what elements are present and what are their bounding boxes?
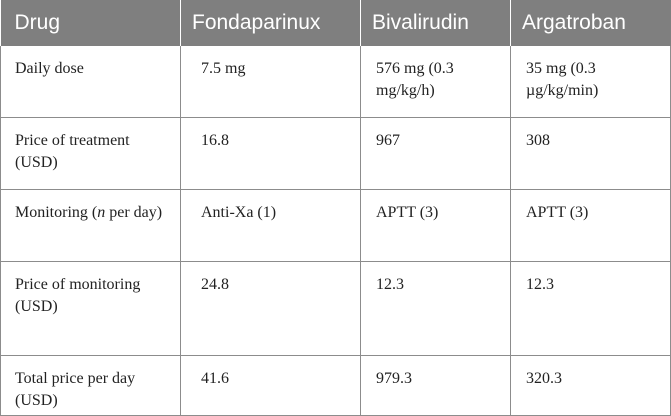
table-cell: 7.5 mg — [180, 46, 361, 118]
table-cell: 16.8 — [180, 117, 361, 190]
table-header: Drug Fondaparinux Bivalirudin Argatroban — [0, 0, 671, 46]
table-body: Daily dose 7.5 mg 576 mg (0.3 mg/kg/h) 3… — [0, 46, 671, 416]
table-cell: 41.6 — [180, 355, 361, 416]
table-cell: 979.3 — [360, 355, 511, 416]
table-cell: APTT (3) — [360, 189, 511, 262]
table-row: Price of treatment (USD) 16.8 967 308 — [0, 117, 671, 190]
table-cell: 24.8 — [180, 261, 361, 356]
table-cell: 308 — [510, 117, 671, 190]
table-row: Total price per day (USD) 41.6 979.3 320… — [0, 355, 671, 416]
table-cell: 12.3 — [360, 261, 511, 356]
row-label-price-of-treatment: Price of treatment (USD) — [0, 117, 181, 190]
row-label-total-price-per-day: Total price per day (USD) — [0, 355, 181, 416]
table-cell: APTT (3) — [510, 189, 671, 262]
table-row: Price of monitoring (USD) 24.8 12.3 12.3 — [0, 261, 671, 356]
table-row: Daily dose 7.5 mg 576 mg (0.3 mg/kg/h) 3… — [0, 46, 671, 118]
header-argatroban: Argatroban — [510, 0, 671, 46]
table-cell: 35 mg (0.3 µg/kg/min) — [510, 46, 671, 118]
table-cell: 12.3 — [510, 261, 671, 356]
table-row: Monitoring (n per day) Anti-Xa (1) APTT … — [0, 189, 671, 262]
table-cell: 320.3 — [510, 355, 671, 416]
table-cell: Anti-Xa (1) — [180, 189, 361, 262]
italic-n: n — [97, 204, 106, 221]
row-label-monitoring: Monitoring (n per day) — [0, 189, 181, 262]
row-label-price-of-monitoring: Price of monitoring (USD) — [0, 261, 181, 356]
table-cell: 576 mg (0.3 mg/kg/h) — [360, 46, 511, 118]
row-label-daily-dose: Daily dose — [0, 46, 181, 118]
header-bivalirudin: Bivalirudin — [360, 0, 511, 46]
header-fondaparinux: Fondaparinux — [180, 0, 361, 46]
header-row: Drug Fondaparinux Bivalirudin Argatroban — [0, 0, 671, 46]
table-cell: 967 — [360, 117, 511, 190]
header-drug: Drug — [0, 0, 181, 46]
